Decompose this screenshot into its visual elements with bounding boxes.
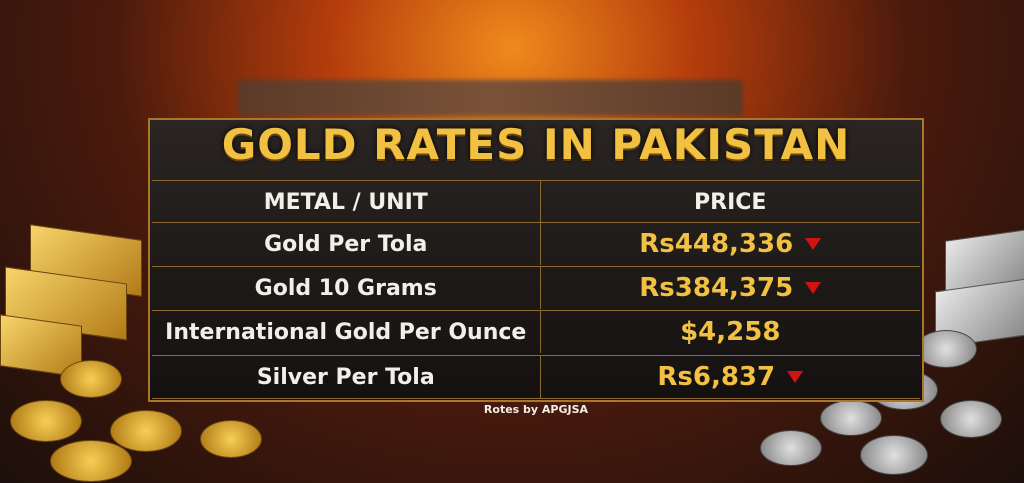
metal-cell: Gold Per Tola xyxy=(152,223,541,265)
metal-cell: International Gold Per Ounce xyxy=(152,311,541,353)
column-header: METAL / UNIT xyxy=(152,181,541,223)
down-arrow xyxy=(805,238,822,250)
table-row: Silver Per Tola Rs6,837 xyxy=(152,355,920,399)
silver-coin xyxy=(940,400,1002,438)
down-arrow xyxy=(805,282,822,294)
table-row: Gold Per Tola Rs448,336 xyxy=(152,222,920,265)
price-cell: Rs448,336 xyxy=(541,223,921,265)
table-row: Gold 10 Grams Rs384,375 xyxy=(152,266,920,309)
silver-coin xyxy=(820,400,882,436)
price-cell: Rs384,375 xyxy=(541,267,921,309)
price: $4,258 xyxy=(680,317,781,347)
down-arrow xyxy=(787,371,804,383)
metal-cell: Gold 10 Grams xyxy=(152,267,541,309)
table-row: International Gold Per Ounce $4,258 xyxy=(152,310,920,353)
silver-coin xyxy=(915,330,977,368)
source-note: Rotes by APGJSA xyxy=(483,403,589,416)
gold-coin xyxy=(200,420,262,458)
gold-coin xyxy=(10,400,82,442)
header-row: METAL / UNIT PRICE xyxy=(152,180,920,223)
gold-coin xyxy=(50,440,132,482)
silver-coin xyxy=(760,430,822,466)
metal-cell: Silver Per Tola xyxy=(152,356,541,398)
price-cell: Rs6,837 xyxy=(541,356,921,398)
title: GOLD RATES IN PAKISTAN xyxy=(221,120,851,169)
price: Rs384,375 xyxy=(639,273,794,303)
silver-coin xyxy=(860,435,928,475)
gold-coin xyxy=(60,360,122,398)
price: Rs6,837 xyxy=(657,362,776,392)
gold-coin xyxy=(110,410,182,452)
price-cell: $4,258 xyxy=(541,311,921,353)
table-panel xyxy=(148,118,924,402)
column-header: PRICE xyxy=(694,189,767,215)
price: Rs448,336 xyxy=(639,229,794,259)
blurred-banner xyxy=(238,80,743,116)
